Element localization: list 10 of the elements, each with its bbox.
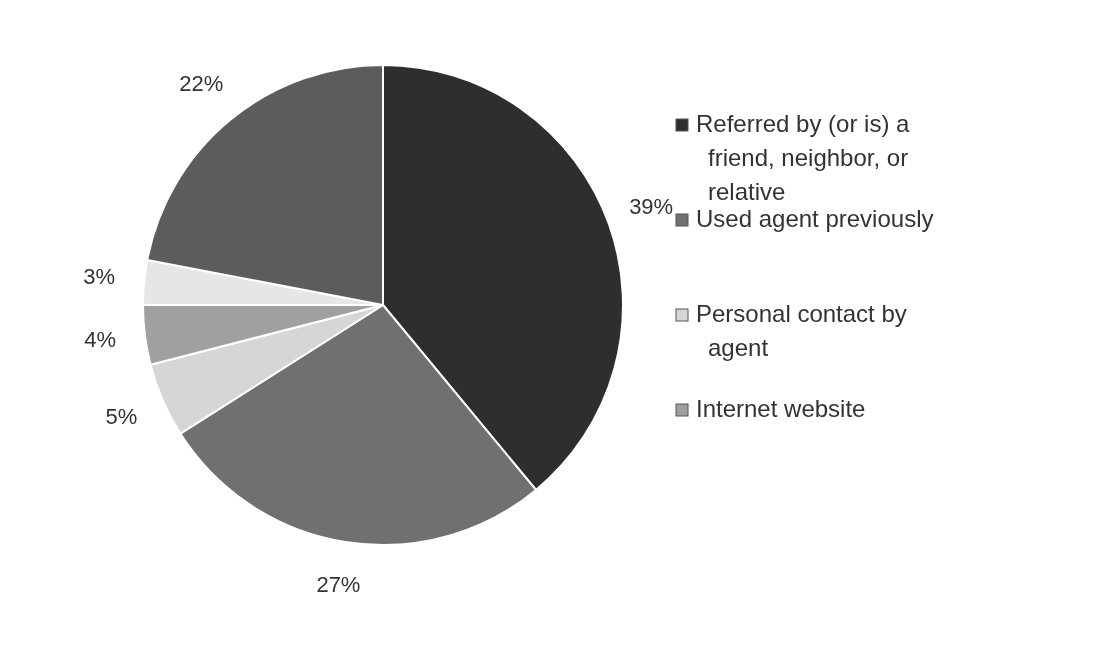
legend-label: Used agent previously bbox=[696, 205, 934, 233]
data-label: 3% bbox=[83, 263, 116, 289]
data-label: 27% bbox=[316, 572, 361, 598]
legend-label: Personal contact by agent bbox=[696, 300, 907, 362]
legend-label: Internet website bbox=[696, 395, 866, 423]
data-label: 4% bbox=[84, 326, 117, 352]
legend-label: Referred by (or is) a friend, neighbor, or relative bbox=[696, 110, 911, 206]
data-label: 5% bbox=[105, 404, 138, 429]
data-label: 22% bbox=[179, 71, 224, 97]
data-label: 39% bbox=[629, 194, 674, 220]
